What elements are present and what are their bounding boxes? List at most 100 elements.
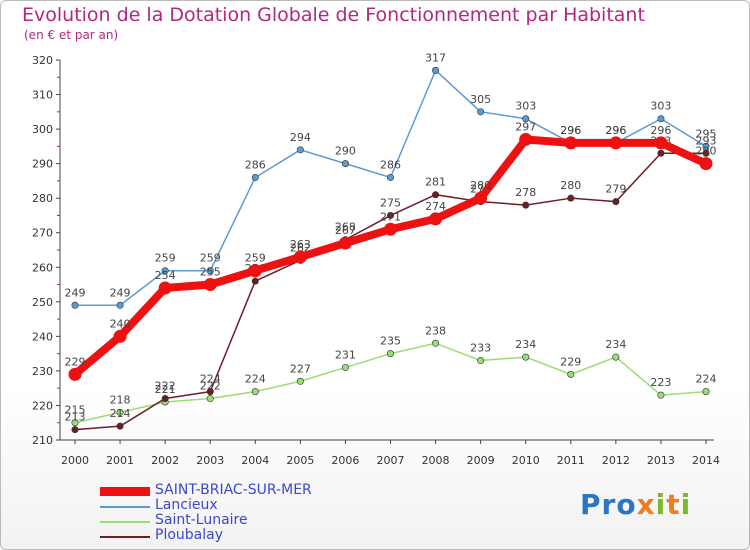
data-label-lancieux: 317 xyxy=(425,51,446,64)
data-label-saint-briac-sur-mer: 280 xyxy=(470,179,491,192)
data-point-saint-briac-sur-mer xyxy=(338,236,352,250)
data-point-lancieux xyxy=(477,108,485,116)
data-point-lancieux xyxy=(161,267,169,275)
data-label-ploubalay: 275 xyxy=(380,196,401,209)
y-tick-label: 260 xyxy=(32,261,53,274)
data-point-lancieux xyxy=(251,173,259,181)
data-label-saint-lunaire: 224 xyxy=(696,373,717,386)
data-point-ploubalay xyxy=(386,211,394,219)
x-tick-label: 2010 xyxy=(512,454,540,467)
data-label-saint-briac-sur-mer: 296 xyxy=(605,124,626,137)
legend-label: Ploubalay xyxy=(155,527,223,543)
data-point-lancieux xyxy=(432,66,440,74)
x-tick-label: 2009 xyxy=(467,454,495,467)
data-point-saint-lunaire xyxy=(206,395,214,403)
legend-swatch xyxy=(100,506,150,508)
data-label-ploubalay: 213 xyxy=(65,411,86,424)
data-point-saint-lunaire xyxy=(386,350,394,358)
legend-swatch xyxy=(100,536,150,538)
data-point-saint-lunaire xyxy=(116,408,124,416)
data-label-lancieux: 294 xyxy=(290,131,311,144)
data-point-saint-briac-sur-mer xyxy=(113,329,127,343)
data-point-ploubalay xyxy=(522,201,530,209)
data-point-saint-briac-sur-mer xyxy=(203,278,217,292)
data-label-lancieux: 296 xyxy=(560,124,581,137)
data-label-lancieux: 259 xyxy=(155,252,176,265)
data-label-saint-lunaire: 215 xyxy=(65,404,86,417)
x-tick-label: 2000 xyxy=(61,454,89,467)
data-point-saint-lunaire xyxy=(432,339,440,347)
data-label-saint-briac-sur-mer: 259 xyxy=(245,252,266,265)
data-point-saint-lunaire xyxy=(612,353,620,361)
data-point-lancieux xyxy=(341,160,349,168)
y-tick-label: 230 xyxy=(32,365,53,378)
data-point-ploubalay xyxy=(206,388,214,396)
x-tick-label: 2008 xyxy=(422,454,450,467)
data-label-saint-briac-sur-mer: 290 xyxy=(696,145,717,158)
data-point-ploubalay xyxy=(251,277,259,285)
data-point-lancieux xyxy=(386,173,394,181)
data-point-lancieux xyxy=(657,115,665,123)
data-label-saint-briac-sur-mer: 267 xyxy=(335,224,356,237)
data-label-saint-briac-sur-mer: 240 xyxy=(110,317,131,330)
data-label-saint-lunaire: 231 xyxy=(335,348,356,361)
data-point-saint-lunaire xyxy=(567,370,575,378)
data-label-saint-briac-sur-mer: 254 xyxy=(155,269,176,282)
data-point-saint-briac-sur-mer xyxy=(654,136,668,150)
data-label-ploubalay: 280 xyxy=(560,179,581,192)
data-point-lancieux xyxy=(296,146,304,154)
data-point-ploubalay xyxy=(116,422,124,430)
data-label-saint-briac-sur-mer: 229 xyxy=(65,355,86,368)
data-label-saint-briac-sur-mer: 271 xyxy=(380,210,401,223)
data-label-ploubalay: 281 xyxy=(425,176,446,189)
chart-title: Evolution de la Dotation Globale de Fonc… xyxy=(22,4,645,26)
data-point-lancieux xyxy=(116,301,124,309)
x-tick-label: 2002 xyxy=(151,454,179,467)
data-label-ploubalay: 214 xyxy=(110,407,131,420)
data-label-ploubalay: 293 xyxy=(696,134,717,147)
data-label-saint-lunaire: 238 xyxy=(425,324,446,337)
legend-swatch xyxy=(100,521,150,523)
data-point-saint-briac-sur-mer xyxy=(384,222,397,236)
x-tick-label: 2012 xyxy=(602,454,630,467)
data-label-lancieux: 296 xyxy=(605,124,626,137)
data-label-lancieux: 295 xyxy=(696,127,717,140)
y-tick-label: 250 xyxy=(32,296,53,309)
data-label-lancieux: 286 xyxy=(380,158,401,171)
data-label-saint-lunaire: 233 xyxy=(470,342,491,355)
data-label-saint-briac-sur-mer: 263 xyxy=(290,238,311,251)
data-label-saint-lunaire: 235 xyxy=(380,335,401,348)
data-label-saint-briac-sur-mer: 274 xyxy=(425,200,446,213)
data-point-ploubalay xyxy=(702,149,710,157)
data-point-saint-briac-sur-mer xyxy=(429,212,443,226)
data-label-saint-briac-sur-mer: 296 xyxy=(560,124,581,137)
data-label-saint-briac-sur-mer: 297 xyxy=(515,120,536,133)
data-label-saint-lunaire: 222 xyxy=(200,380,221,393)
data-point-lancieux xyxy=(702,142,710,150)
data-label-saint-lunaire: 221 xyxy=(155,383,176,396)
legend-label: SAINT-BRIAC-SUR-MER xyxy=(155,482,312,498)
x-tick-label: 2001 xyxy=(106,454,134,467)
data-label-lancieux: 249 xyxy=(110,286,131,299)
legend-swatch xyxy=(100,487,150,496)
y-tick-label: 290 xyxy=(32,158,53,171)
data-label-saint-briac-sur-mer: 255 xyxy=(200,266,221,279)
x-tick-label: 2013 xyxy=(647,454,675,467)
data-point-saint-lunaire xyxy=(477,357,485,365)
data-point-saint-lunaire xyxy=(251,388,259,396)
data-label-ploubalay: 224 xyxy=(200,373,221,386)
y-tick-label: 310 xyxy=(32,89,53,102)
x-tick-label: 2007 xyxy=(377,454,405,467)
y-tick-label: 240 xyxy=(32,330,53,343)
data-point-ploubalay xyxy=(657,149,665,157)
data-label-ploubalay: 222 xyxy=(155,380,176,393)
data-point-saint-lunaire xyxy=(657,391,665,399)
data-point-lancieux xyxy=(71,301,79,309)
data-point-saint-briac-sur-mer xyxy=(248,264,262,278)
data-point-ploubalay xyxy=(567,194,575,202)
x-tick-label: 2006 xyxy=(331,454,359,467)
data-label-lancieux: 305 xyxy=(470,93,491,106)
legend-label: Lancieux xyxy=(155,497,218,513)
data-point-saint-lunaire xyxy=(522,353,530,361)
